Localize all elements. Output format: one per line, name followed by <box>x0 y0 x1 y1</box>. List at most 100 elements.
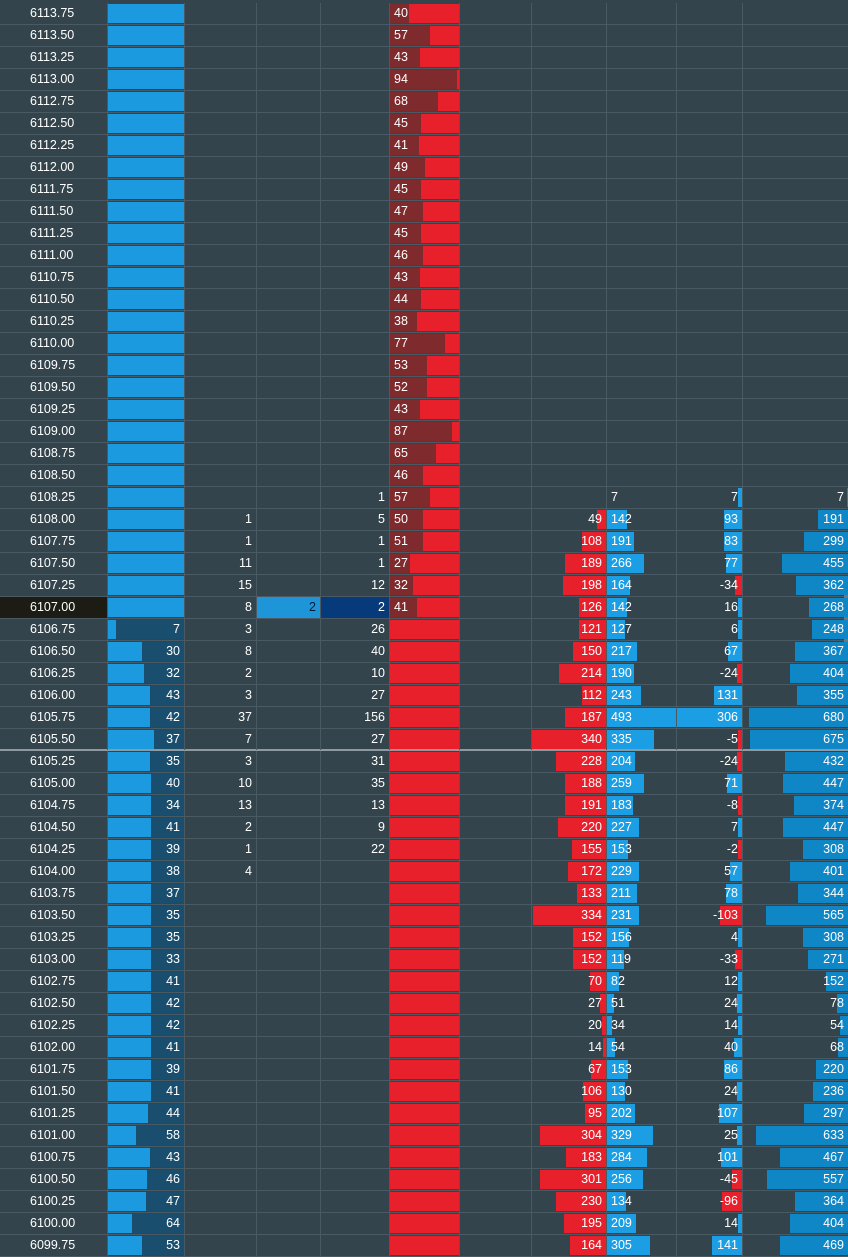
bid-trades-cell[interactable]: 1 <box>185 839 257 860</box>
working-order-cell[interactable] <box>257 487 321 508</box>
sell-volume-cell[interactable]: 334 <box>532 905 607 926</box>
working-order-cell[interactable] <box>257 465 321 486</box>
bid-trades-cell[interactable] <box>185 1235 257 1256</box>
ask-size-cell[interactable]: 87 <box>390 421 460 442</box>
bid-size-cell[interactable]: 42 <box>108 1015 185 1036</box>
ask-size-cell[interactable] <box>390 883 460 904</box>
delta-cell[interactable]: -24 <box>677 663 743 684</box>
bid-size-cell[interactable] <box>108 465 185 486</box>
total-volume-cell[interactable]: 675 <box>743 729 848 750</box>
bid-trades-cell[interactable]: 8 <box>185 597 257 618</box>
buy-volume-cell[interactable]: 284 <box>607 1147 677 1168</box>
price-cell[interactable]: 6104.75 <box>0 795 108 816</box>
buy-volume-cell[interactable] <box>607 245 677 266</box>
ladder-row[interactable]: 6111.00 46 <box>0 245 848 267</box>
ask-size-cell[interactable]: 45 <box>390 179 460 200</box>
bid-trades-cell[interactable] <box>185 311 257 332</box>
working-order-cell[interactable] <box>257 399 321 420</box>
ask-size-cell[interactable]: 46 <box>390 245 460 266</box>
price-cell[interactable]: 6104.25 <box>0 839 108 860</box>
ladder-row[interactable]: 6111.75 45 <box>0 179 848 201</box>
price-cell[interactable]: 6104.00 <box>0 861 108 882</box>
buy-volume-cell[interactable]: 191 <box>607 531 677 552</box>
ask-size-cell[interactable] <box>390 685 460 706</box>
ask-size-cell[interactable]: 41 <box>390 597 460 618</box>
bid-trades-cell[interactable] <box>185 223 257 244</box>
ask-size-cell[interactable]: 40 <box>390 3 460 24</box>
ask-trades-cell[interactable] <box>321 91 390 112</box>
working-order-cell[interactable] <box>257 531 321 552</box>
bid-trades-cell[interactable] <box>185 927 257 948</box>
ask-trades-cell[interactable] <box>321 1103 390 1124</box>
delta-cell[interactable]: 107 <box>677 1103 743 1124</box>
ask-size-cell[interactable]: 38 <box>390 311 460 332</box>
sell-volume-cell[interactable] <box>532 443 607 464</box>
price-cell[interactable]: 6100.75 <box>0 1147 108 1168</box>
bid-size-cell[interactable]: 38 <box>108 861 185 882</box>
total-volume-cell[interactable] <box>743 47 848 68</box>
bid-size-cell[interactable]: 46 <box>108 1169 185 1190</box>
ladder-row[interactable]: 6100.25 47 230 134 -96 364 <box>0 1191 848 1213</box>
buy-volume-cell[interactable]: 153 <box>607 839 677 860</box>
buy-volume-cell[interactable]: 183 <box>607 795 677 816</box>
total-volume-cell[interactable]: 367 <box>743 641 848 662</box>
price-cell[interactable]: 6109.75 <box>0 355 108 376</box>
bid-trades-cell[interactable] <box>185 245 257 266</box>
ask-trades-cell[interactable] <box>321 311 390 332</box>
delta-cell[interactable]: 12 <box>677 971 743 992</box>
ask-size-cell[interactable] <box>390 1037 460 1058</box>
sell-volume-cell[interactable]: 164 <box>532 1235 607 1256</box>
buy-volume-cell[interactable] <box>607 91 677 112</box>
sell-volume-cell[interactable] <box>532 25 607 46</box>
ladder-row[interactable]: 6112.75 68 <box>0 91 848 113</box>
total-volume-cell[interactable] <box>743 69 848 90</box>
bid-size-cell[interactable] <box>108 377 185 398</box>
working-order-cell[interactable] <box>257 1081 321 1102</box>
total-volume-cell[interactable] <box>743 223 848 244</box>
sell-volume-cell[interactable] <box>532 355 607 376</box>
total-volume-cell[interactable]: 54 <box>743 1015 848 1036</box>
ladder-row[interactable]: 6113.25 43 <box>0 47 848 69</box>
ask-size-cell[interactable]: 45 <box>390 113 460 134</box>
total-volume-cell[interactable] <box>743 179 848 200</box>
buy-volume-cell[interactable] <box>607 47 677 68</box>
ask-trades-cell[interactable]: 156 <box>321 707 390 728</box>
working-order-cell[interactable] <box>257 1103 321 1124</box>
working-order-cell[interactable] <box>257 443 321 464</box>
ask-trades-cell[interactable]: 1 <box>321 487 390 508</box>
delta-cell[interactable] <box>677 377 743 398</box>
working-order-cell[interactable] <box>257 949 321 970</box>
ask-trades-cell[interactable] <box>321 905 390 926</box>
buy-volume-cell[interactable]: 259 <box>607 773 677 794</box>
ask-size-cell[interactable]: 94 <box>390 69 460 90</box>
delta-cell[interactable] <box>677 135 743 156</box>
ladder-row[interactable]: 6111.50 47 <box>0 201 848 223</box>
ladder-row[interactable]: 6109.00 87 <box>0 421 848 443</box>
price-cell[interactable]: 6111.75 <box>0 179 108 200</box>
total-volume-cell[interactable] <box>743 91 848 112</box>
total-volume-cell[interactable] <box>743 3 848 24</box>
working-order-cell[interactable] <box>257 883 321 904</box>
bid-size-cell[interactable]: 32 <box>108 663 185 684</box>
sell-volume-cell[interactable] <box>532 465 607 486</box>
delta-cell[interactable]: 25 <box>677 1125 743 1146</box>
delta-cell[interactable]: 83 <box>677 531 743 552</box>
delta-cell[interactable] <box>677 179 743 200</box>
ask-trades-cell[interactable] <box>321 1191 390 1212</box>
ask-size-cell[interactable]: 68 <box>390 91 460 112</box>
working-order-cell[interactable] <box>257 421 321 442</box>
ask-size-cell[interactable]: 52 <box>390 377 460 398</box>
total-volume-cell[interactable]: 565 <box>743 905 848 926</box>
sell-volume-cell[interactable]: 133 <box>532 883 607 904</box>
price-cell[interactable]: 6107.75 <box>0 531 108 552</box>
working-order-cell[interactable] <box>257 311 321 332</box>
price-cell[interactable]: 6101.00 <box>0 1125 108 1146</box>
delta-cell[interactable] <box>677 289 743 310</box>
ask-trades-cell[interactable] <box>321 179 390 200</box>
sell-volume-cell[interactable]: 220 <box>532 817 607 838</box>
ladder-row[interactable]: 6111.25 45 <box>0 223 848 245</box>
sell-volume-cell[interactable]: 150 <box>532 641 607 662</box>
delta-cell[interactable] <box>677 399 743 420</box>
sell-volume-cell[interactable]: 187 <box>532 707 607 728</box>
ask-size-cell[interactable] <box>390 1103 460 1124</box>
